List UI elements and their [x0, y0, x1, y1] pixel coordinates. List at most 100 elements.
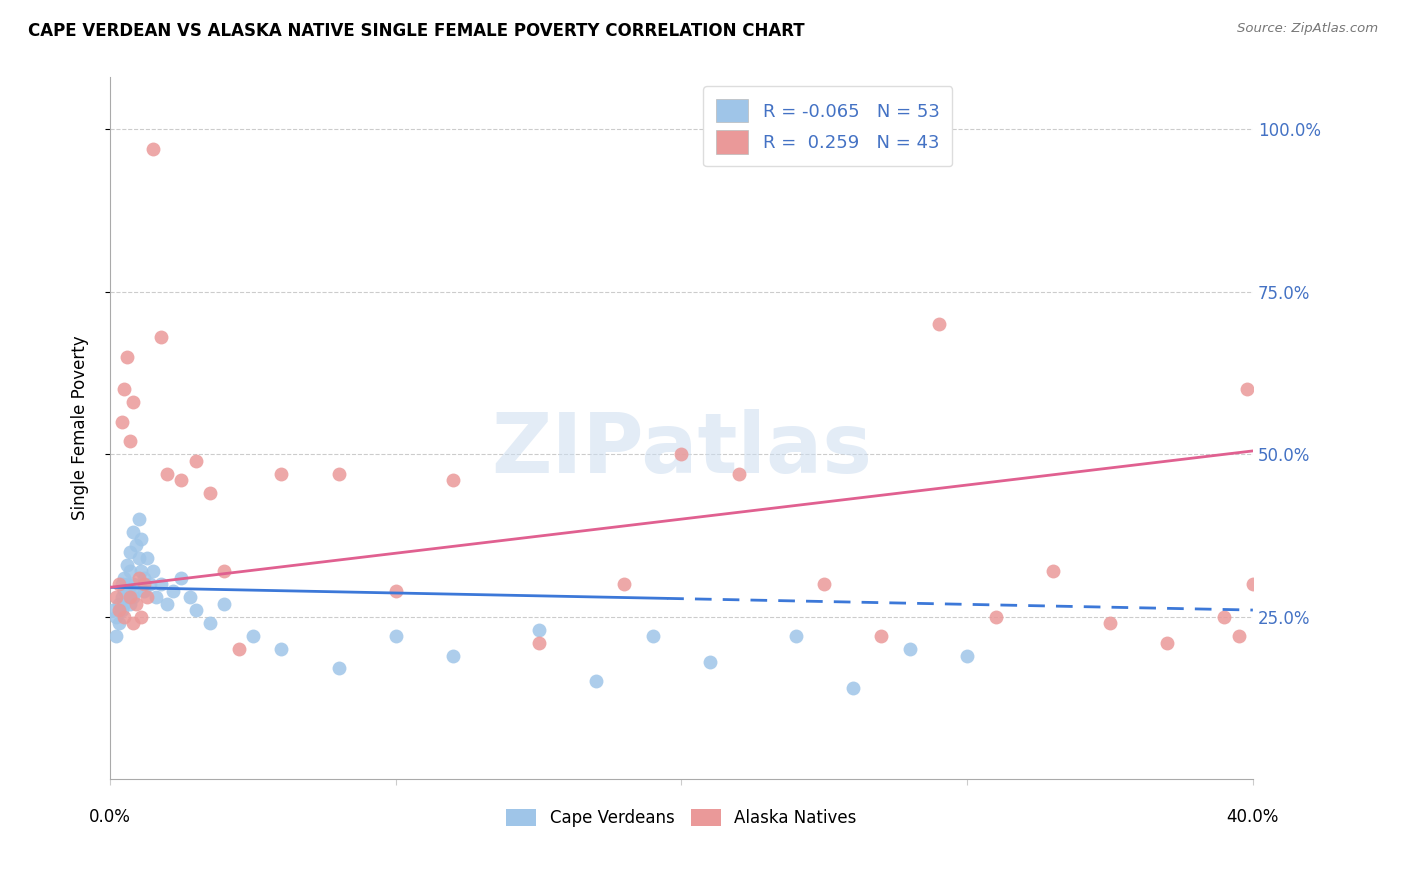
Point — [112, 382, 135, 396]
Point — [115, 590, 138, 604]
Point — [384, 583, 406, 598]
Text: Source: ZipAtlas.com: Source: ZipAtlas.com — [1237, 22, 1378, 36]
Point — [184, 453, 207, 467]
Point — [134, 583, 156, 598]
Point — [613, 577, 636, 591]
Point — [1241, 577, 1264, 591]
Point — [112, 570, 135, 584]
Point — [179, 590, 201, 604]
Point — [128, 570, 150, 584]
Point — [125, 597, 148, 611]
Point — [928, 318, 950, 332]
Point — [122, 577, 145, 591]
Point — [242, 629, 264, 643]
Text: CAPE VERDEAN VS ALASKA NATIVE SINGLE FEMALE POVERTY CORRELATION CHART: CAPE VERDEAN VS ALASKA NATIVE SINGLE FEM… — [28, 22, 804, 40]
Point — [115, 577, 138, 591]
Point — [984, 609, 1007, 624]
Point — [270, 642, 292, 657]
Point — [162, 583, 184, 598]
Point — [128, 512, 150, 526]
Point — [110, 590, 132, 604]
Point — [120, 597, 142, 611]
Point — [139, 577, 162, 591]
Point — [898, 642, 921, 657]
Point — [136, 551, 159, 566]
Point — [136, 590, 159, 604]
Point — [112, 609, 135, 624]
Point — [104, 629, 127, 643]
Point — [112, 597, 135, 611]
Point — [1213, 609, 1236, 624]
Point — [110, 603, 132, 617]
Point — [104, 590, 127, 604]
Point — [122, 525, 145, 540]
Point — [214, 597, 236, 611]
Point — [150, 330, 173, 344]
Point — [115, 350, 138, 364]
Point — [870, 629, 893, 643]
Text: ZIPatlas: ZIPatlas — [491, 409, 872, 490]
Point — [441, 473, 464, 487]
Point — [125, 538, 148, 552]
Point — [122, 395, 145, 409]
Point — [1236, 382, 1258, 396]
Point — [1042, 564, 1064, 578]
Point — [120, 434, 142, 449]
Point — [107, 597, 129, 611]
Point — [131, 532, 153, 546]
Point — [107, 577, 129, 591]
Point — [104, 609, 127, 624]
Point — [131, 564, 153, 578]
Point — [198, 486, 221, 500]
Point — [384, 629, 406, 643]
Point — [101, 603, 124, 617]
Point — [107, 615, 129, 630]
Point — [956, 648, 979, 663]
Point — [112, 583, 135, 598]
Point — [328, 467, 350, 481]
Point — [110, 577, 132, 591]
Point — [170, 473, 193, 487]
Point — [184, 603, 207, 617]
Point — [156, 467, 179, 481]
Legend: Cape Verdeans, Alaska Natives: Cape Verdeans, Alaska Natives — [499, 802, 863, 834]
Point — [150, 577, 173, 591]
Point — [441, 648, 464, 663]
Point — [170, 570, 193, 584]
Point — [120, 590, 142, 604]
Point — [641, 629, 664, 643]
Point — [1227, 629, 1250, 643]
Point — [813, 577, 835, 591]
Point — [128, 551, 150, 566]
Point — [842, 681, 865, 695]
Point — [142, 142, 165, 156]
Point — [142, 564, 165, 578]
Point — [156, 597, 179, 611]
Point — [134, 577, 156, 591]
Point — [228, 642, 250, 657]
Point — [115, 558, 138, 572]
Point — [125, 583, 148, 598]
Point — [145, 590, 167, 604]
Point — [120, 544, 142, 558]
Text: 0.0%: 0.0% — [89, 808, 131, 826]
Point — [527, 635, 550, 649]
Point — [270, 467, 292, 481]
Text: 40.0%: 40.0% — [1226, 808, 1279, 826]
Point — [134, 570, 156, 584]
Point — [1156, 635, 1178, 649]
Point — [198, 615, 221, 630]
Point — [785, 629, 807, 643]
Point — [727, 467, 749, 481]
Point — [585, 674, 607, 689]
Point — [671, 447, 693, 461]
Point — [131, 609, 153, 624]
Point — [110, 415, 132, 429]
Y-axis label: Single Female Poverty: Single Female Poverty — [72, 336, 89, 521]
Point — [120, 564, 142, 578]
Point — [122, 615, 145, 630]
Point — [527, 623, 550, 637]
Point — [214, 564, 236, 578]
Point — [328, 661, 350, 675]
Point — [699, 655, 721, 669]
